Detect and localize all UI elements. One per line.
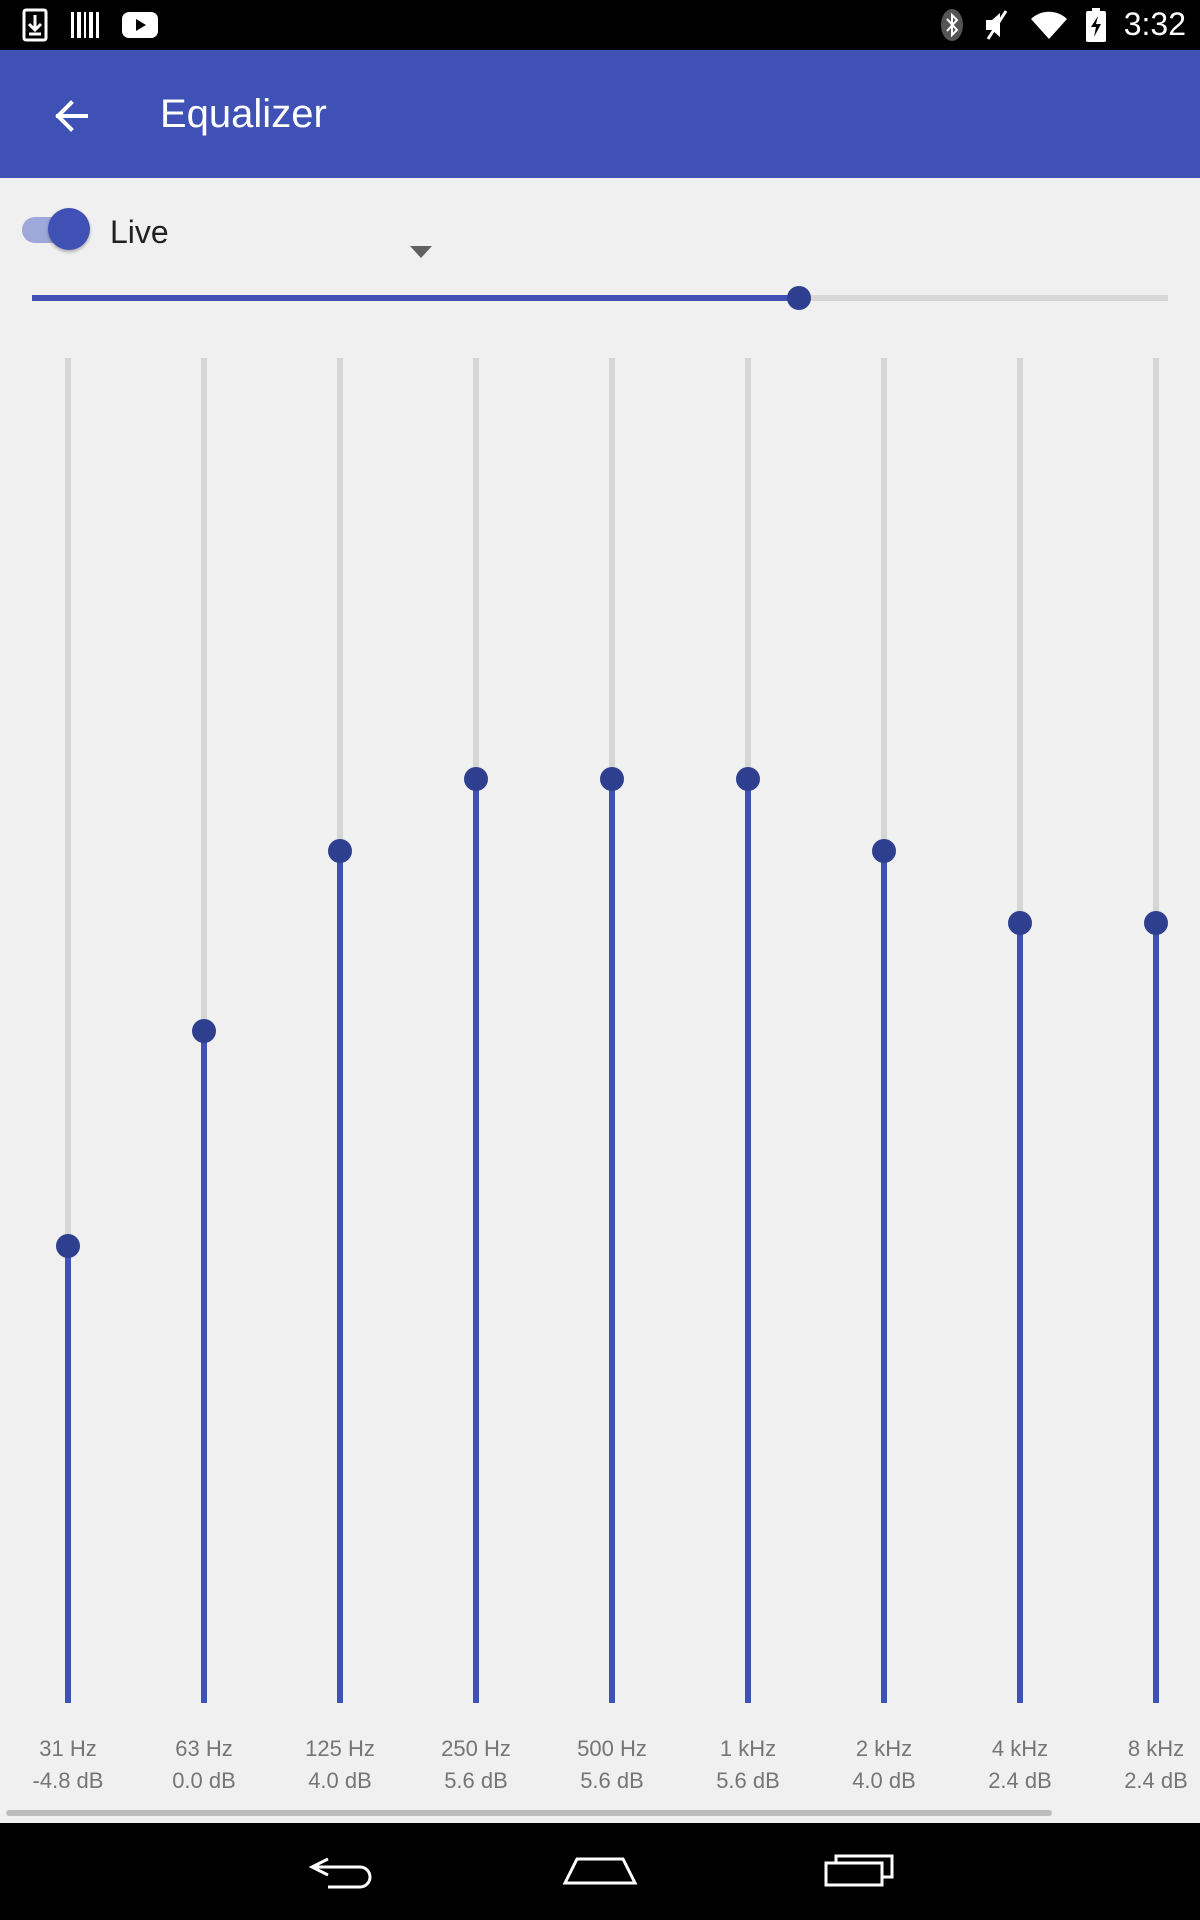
- band-fill: [473, 779, 479, 1703]
- back-nav-icon: [308, 1857, 372, 1889]
- dropdown-arrow-icon: [410, 246, 432, 258]
- status-time: 3:32: [1123, 6, 1186, 42]
- band-frequency-label: 8 kHz: [1127, 1736, 1185, 1761]
- app-bar: Equalizer: [0, 50, 1200, 178]
- band-gain-label: -4.8 dB: [32, 1768, 104, 1793]
- notification-icons: [22, 8, 158, 42]
- band-frequency-label: 4 kHz: [991, 1736, 1049, 1761]
- band-slider-4-khz[interactable]: 4 kHz 2.4 dB: [952, 358, 1088, 1810]
- band-slider-2-khz[interactable]: 2 kHz 4.0 dB: [816, 358, 952, 1810]
- band-slider-500-hz[interactable]: 500 Hz 5.6 dB: [544, 358, 680, 1810]
- nav-back-button[interactable]: [298, 1843, 388, 1899]
- band-frequency-label: 125 Hz: [305, 1736, 375, 1761]
- equalizer-enable-switch[interactable]: [22, 208, 90, 252]
- band-gain-label: 5.6 dB: [716, 1768, 780, 1793]
- band-frequency-label: 500 Hz: [577, 1736, 647, 1761]
- page-title: Equalizer: [160, 92, 327, 136]
- nav-home-button[interactable]: [555, 1843, 645, 1899]
- home-nav-icon: [562, 1857, 638, 1885]
- band-slider-1-khz[interactable]: 1 kHz 5.6 dB: [680, 358, 816, 1810]
- band-frequency-label: 31 Hz: [39, 1736, 97, 1761]
- band-thumb[interactable]: [328, 839, 352, 864]
- band-fill: [65, 1245, 71, 1703]
- band-gain-label: 2.4 dB: [1124, 1768, 1188, 1793]
- band-slider-250-hz[interactable]: 250 Hz 5.6 dB: [408, 358, 544, 1810]
- horizontal-scrollbar[interactable]: [6, 1810, 1052, 1816]
- band-fill: [609, 779, 615, 1703]
- band-frequency-label: 250 Hz: [441, 1736, 511, 1761]
- band-thumb[interactable]: [736, 767, 760, 792]
- youtube-icon: [122, 12, 158, 38]
- band-gain-label: 5.6 dB: [444, 1768, 508, 1793]
- band-fill: [1153, 922, 1159, 1703]
- band-thumb[interactable]: [464, 767, 488, 792]
- band-frequency-label: 1 kHz: [719, 1736, 777, 1761]
- mute-icon: [985, 9, 1007, 40]
- preset-dropdown[interactable]: Live: [110, 204, 440, 258]
- battery-charging-icon: [1085, 7, 1106, 42]
- status-bar: 3:32: [0, 0, 1200, 50]
- band-track: [65, 358, 71, 1703]
- band-thumb[interactable]: [1008, 910, 1032, 935]
- wifi-icon: [1030, 11, 1067, 39]
- band-frequency-label: 2 kHz: [855, 1736, 913, 1761]
- band-frequency-label: 63 Hz: [175, 1736, 233, 1761]
- band-gain-label: 0.0 dB: [172, 1768, 236, 1793]
- nav-recents-button[interactable]: [812, 1843, 902, 1899]
- system-icons: 3:32: [940, 6, 1186, 43]
- navigation-bar: [0, 1823, 1200, 1920]
- arrow-back-icon: [55, 100, 88, 132]
- band-slider-31-hz[interactable]: 31 Hz -4.8 dB: [0, 358, 136, 1810]
- band-slider-8-khz[interactable]: 8 kHz 2.4 dB: [1088, 358, 1200, 1810]
- band-fill: [745, 779, 751, 1703]
- band-thumb[interactable]: [600, 767, 624, 792]
- band-slider-125-hz[interactable]: 125 Hz 4.0 dB: [272, 358, 408, 1810]
- switch-thumb: [48, 208, 90, 250]
- back-button[interactable]: [40, 84, 104, 148]
- band-thumb[interactable]: [56, 1233, 80, 1258]
- band-gain-label: 4.0 dB: [852, 1768, 916, 1793]
- preamp-fill: [32, 295, 799, 301]
- band-fill: [337, 851, 343, 1703]
- preamp-thumb[interactable]: [786, 286, 811, 310]
- band-fill: [1017, 922, 1023, 1703]
- band-gain-label: 4.0 dB: [308, 1768, 372, 1793]
- band-thumb[interactable]: [192, 1018, 216, 1043]
- preamp-slider[interactable]: [32, 280, 1168, 316]
- band-gain-label: 2.4 dB: [988, 1768, 1052, 1793]
- band-fill: [881, 851, 887, 1703]
- band-thumb[interactable]: [872, 839, 896, 864]
- equalizer-content: Live 31 Hz -4.8 dB 63 Hz 0.0 dB 125 Hz 4.0 dB…: [0, 178, 1200, 1823]
- preset-selected-value: Live: [110, 214, 169, 250]
- barcode-icon: [71, 12, 99, 38]
- bluetooth-icon: [940, 8, 963, 41]
- band-slider-63-hz[interactable]: 63 Hz 0.0 dB: [136, 358, 272, 1810]
- recents-nav-icon: [824, 1854, 894, 1887]
- band-fill: [201, 1030, 207, 1703]
- band-gain-label: 5.6 dB: [580, 1768, 644, 1793]
- download-icon: [22, 8, 48, 42]
- band-thumb[interactable]: [1144, 910, 1168, 935]
